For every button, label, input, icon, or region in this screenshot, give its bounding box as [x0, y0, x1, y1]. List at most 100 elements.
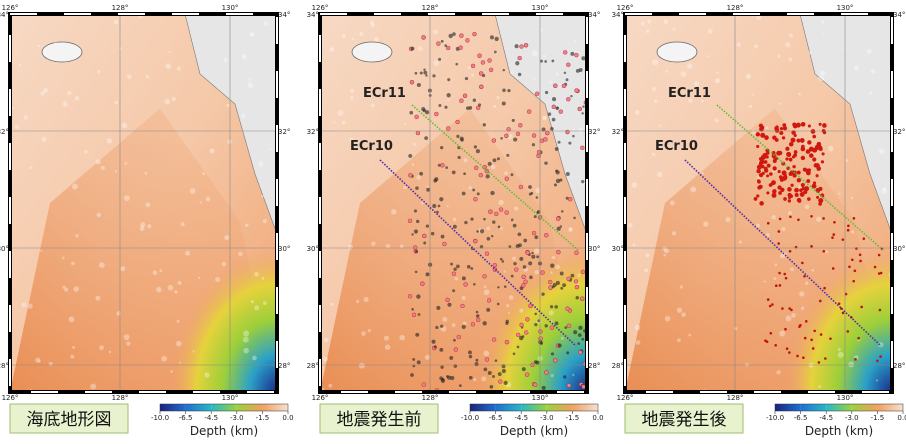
relief — [67, 91, 71, 95]
lon-label: 128° — [112, 394, 129, 402]
event — [578, 333, 582, 337]
event — [453, 225, 457, 229]
event — [504, 285, 507, 288]
event — [566, 307, 570, 311]
event — [779, 131, 783, 135]
event — [814, 163, 818, 167]
event — [416, 131, 420, 135]
relief — [328, 384, 332, 388]
event — [535, 361, 539, 365]
relief — [484, 285, 487, 288]
event — [548, 280, 552, 284]
event — [581, 180, 584, 183]
relief — [374, 37, 379, 42]
relief — [453, 218, 457, 222]
relief — [468, 66, 471, 69]
event — [455, 63, 458, 66]
lat-label: 34° — [893, 11, 905, 19]
event — [573, 330, 577, 334]
event — [494, 212, 498, 216]
event — [511, 173, 514, 176]
event — [495, 359, 498, 362]
island — [352, 42, 392, 62]
event — [522, 367, 526, 371]
relief — [822, 33, 824, 35]
event — [532, 134, 536, 138]
event — [423, 242, 426, 245]
event — [860, 306, 863, 309]
event — [488, 371, 492, 375]
relief — [708, 29, 713, 34]
map-panel: 126°126°128°128°130°130°34°34°32°32°30°3… — [612, 4, 906, 438]
event — [438, 58, 441, 61]
relief — [164, 99, 170, 105]
event — [787, 187, 792, 192]
relief — [384, 336, 389, 341]
relief — [29, 166, 32, 169]
relief — [715, 78, 720, 83]
event — [519, 185, 523, 189]
event — [415, 271, 418, 274]
event — [488, 210, 492, 214]
event — [572, 135, 575, 138]
relief — [703, 221, 708, 226]
event — [473, 283, 476, 286]
relief — [572, 374, 574, 376]
relief — [535, 270, 539, 274]
event — [512, 119, 515, 122]
relief — [790, 267, 794, 271]
event — [785, 157, 788, 160]
event — [766, 174, 769, 177]
event — [818, 198, 822, 202]
relief — [498, 200, 503, 205]
relief — [737, 42, 741, 46]
relief — [801, 307, 804, 310]
relief — [664, 19, 668, 23]
colorbar-segment — [211, 404, 237, 411]
event — [566, 172, 570, 176]
event — [767, 222, 770, 225]
event — [517, 346, 520, 349]
event — [879, 309, 882, 312]
event — [459, 99, 463, 103]
relief — [179, 362, 181, 364]
relief — [147, 224, 151, 228]
event — [446, 46, 450, 50]
lat-label: 28° — [588, 362, 600, 370]
event — [539, 337, 543, 341]
relief — [330, 47, 335, 52]
relief — [245, 224, 248, 227]
event — [475, 362, 479, 366]
event — [757, 179, 760, 182]
event — [459, 384, 462, 387]
event — [471, 322, 475, 326]
event — [435, 326, 438, 329]
event — [821, 160, 824, 163]
event — [779, 218, 782, 221]
event — [452, 170, 456, 174]
relief — [120, 266, 125, 271]
relief — [779, 331, 785, 337]
event — [491, 235, 493, 237]
event — [775, 284, 778, 287]
event — [490, 385, 494, 389]
relief — [176, 341, 182, 347]
event — [859, 260, 862, 263]
event — [769, 172, 773, 176]
event — [812, 157, 816, 161]
relief — [867, 49, 872, 54]
event — [456, 120, 460, 124]
event — [759, 173, 763, 177]
event — [811, 129, 816, 134]
relief — [509, 295, 514, 300]
colorbar-title: Depth (km) — [190, 424, 258, 438]
relief — [40, 91, 44, 95]
event — [796, 123, 801, 128]
relief — [512, 257, 516, 261]
event — [545, 131, 549, 135]
colorbar-title: Depth (km) — [500, 424, 568, 438]
colorbar-tick-label: -1.5 — [256, 414, 270, 422]
event — [802, 356, 805, 359]
event — [821, 152, 824, 155]
event — [761, 165, 765, 169]
